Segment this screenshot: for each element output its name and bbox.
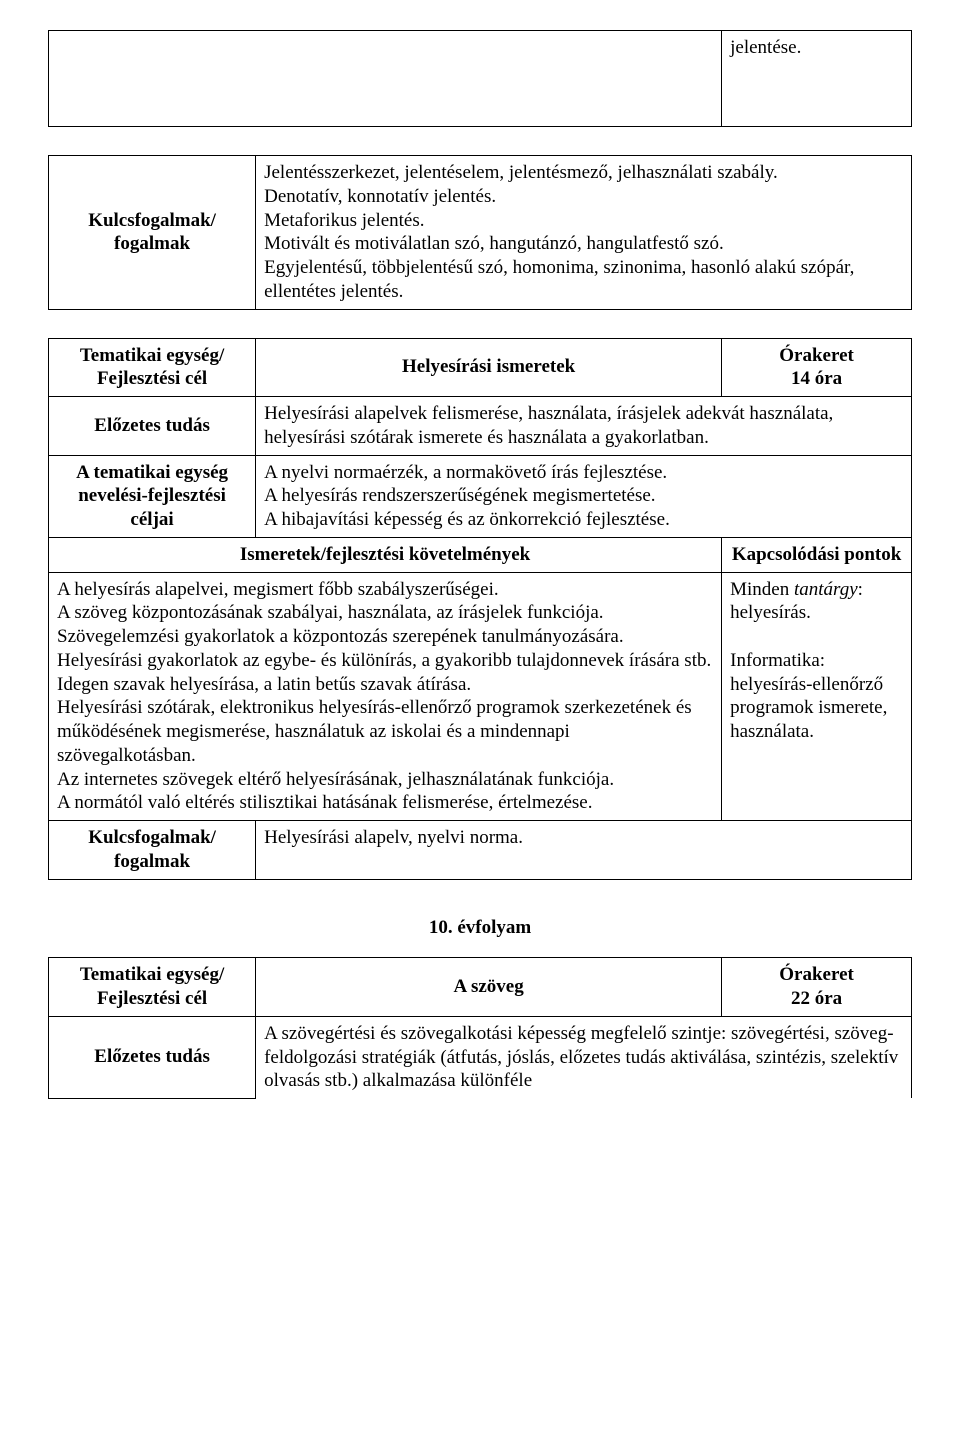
cell-elozetes-content-2: A szövegértési és szövegalkotási képessé…: [256, 1016, 912, 1098]
table-row: Tematikai egység/ Fejlesztési cél Helyes…: [49, 338, 912, 397]
text-tantargy: tantárgy: [794, 579, 858, 600]
table-row: A helyesírás alapelvei, megismert főbb s…: [49, 572, 912, 821]
cell-title-helyesirasi: Helyesírási ismeretek: [256, 338, 722, 397]
table-row: Előzetes tudás A szövegértési és szövega…: [49, 1016, 912, 1098]
cell-elozetes-content: Helyesírási alapelvek felismerése, haszn…: [256, 397, 912, 456]
cell-ismeretek-body: A helyesírás alapelvei, megismert főbb s…: [49, 572, 722, 821]
cell-elozetes-tudas-2: Előzetes tudás: [49, 1016, 256, 1098]
cell-content-kulcsfogalmak: Jelentésszerkezet, jelentéselem, jelenté…: [256, 156, 912, 310]
table-jelentese: jelentése.: [48, 30, 912, 127]
cell-label-kulcsfogalmak: Kulcsfogalmak/ fogalmak: [49, 156, 256, 310]
table-row: Kulcsfogalmak/ fogalmak Helyesírási alap…: [49, 821, 912, 880]
cell-kapcsolodasi-header: Kapcsolódási pontok: [722, 537, 912, 572]
cell-orakeret-22: Órakeret 22 óra: [722, 958, 912, 1017]
cell-jelentese: jelentése.: [722, 31, 912, 127]
table-row: Tematikai egység/ Fejlesztési cél A szöv…: [49, 958, 912, 1017]
cell-nevelesi-content: A nyelvi normaérzék, a normakövető írás …: [256, 455, 912, 537]
text-rest: : helyesírás. Informatika: helyesírás-el…: [730, 579, 887, 743]
table-row: A tematikai egység nevelési-fejlesztési …: [49, 455, 912, 537]
cell-empty: [49, 31, 722, 127]
cell-elozetes-tudas: Előzetes tudás: [49, 397, 256, 456]
cell-kapcsolodasi-body: Minden tantárgy: helyesírás. Informatika…: [722, 572, 912, 821]
table-row: Ismeretek/fejlesztési követelmények Kapc…: [49, 537, 912, 572]
cell-nevelesi-celjai: A tematikai egység nevelési-fejlesztési …: [49, 455, 256, 537]
cell-kulcsfogalmak-2-label: Kulcsfogalmak/ fogalmak: [49, 821, 256, 880]
table-helyesirasi: Tematikai egység/ Fejlesztési cél Helyes…: [48, 338, 912, 880]
table-kulcsfogalmak-1: Kulcsfogalmak/ fogalmak Jelentésszerkeze…: [48, 155, 912, 310]
cell-title-szoveg: A szöveg: [256, 958, 722, 1017]
cell-tematikai-egyseg: Tematikai egység/ Fejlesztési cél: [49, 338, 256, 397]
table-a-szoveg: Tematikai egység/ Fejlesztési cél A szöv…: [48, 957, 912, 1098]
cell-orakeret-14: Órakeret 14 óra: [722, 338, 912, 397]
table-row: jelentése.: [49, 31, 912, 127]
table-row: Előzetes tudás Helyesírási alapelvek fel…: [49, 397, 912, 456]
text-minden: Minden: [730, 579, 794, 600]
cell-ismeretek-header: Ismeretek/fejlesztési követelmények: [49, 537, 722, 572]
cell-kulcsfogalmak-2-content: Helyesírási alapelv, nyelvi norma.: [256, 821, 912, 880]
heading-10-evfolyam: 10. évfolyam: [48, 916, 912, 940]
table-row: Kulcsfogalmak/ fogalmak Jelentésszerkeze…: [49, 156, 912, 310]
cell-tematikai-egyseg-2: Tematikai egység/ Fejlesztési cél: [49, 958, 256, 1017]
